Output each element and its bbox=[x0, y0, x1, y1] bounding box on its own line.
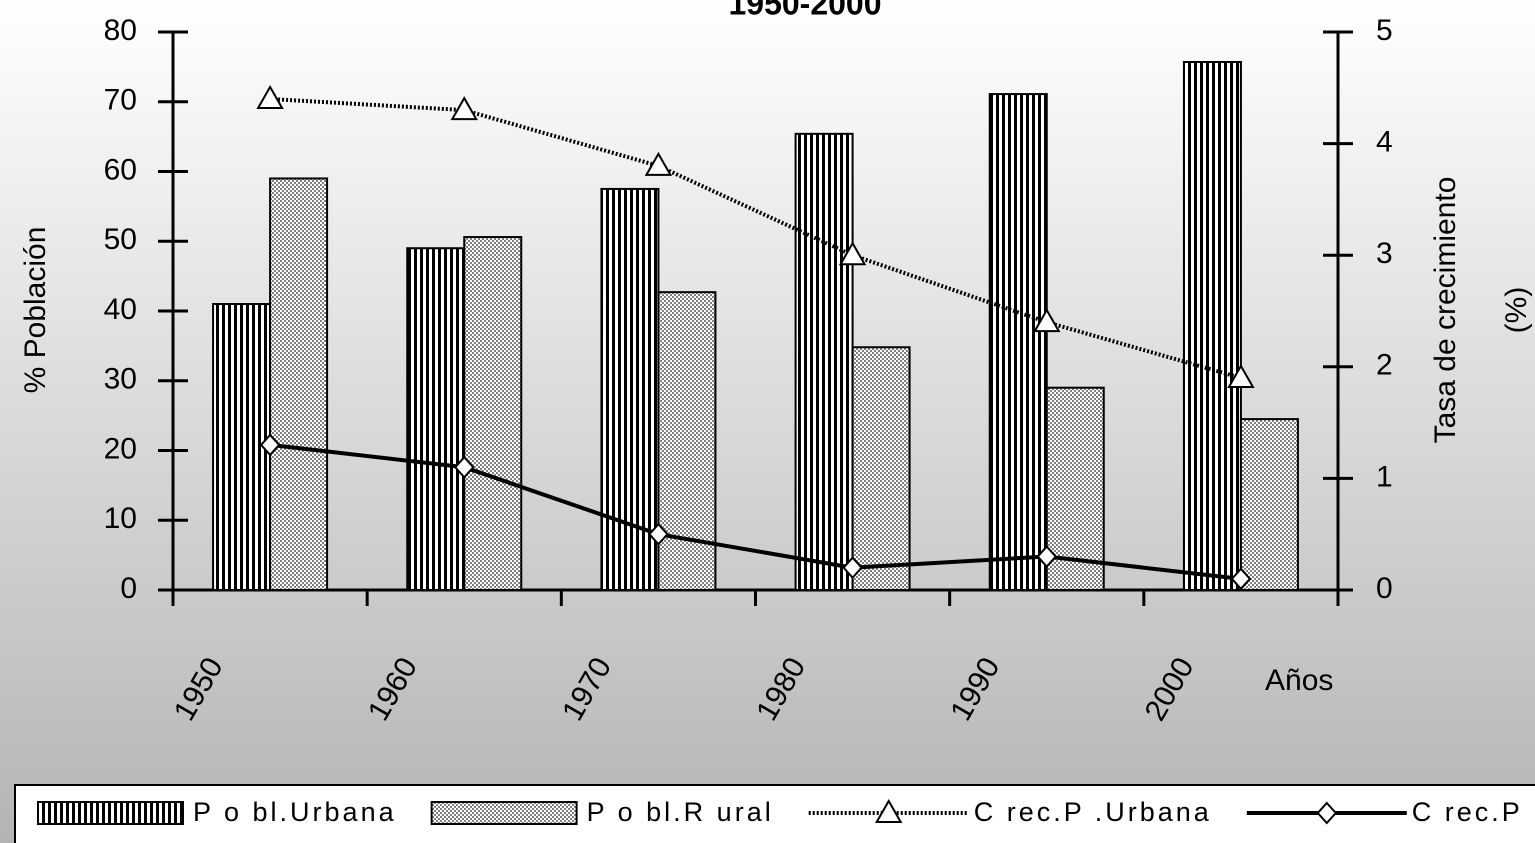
marker-triangle bbox=[838, 241, 867, 266]
marker-triangle bbox=[1227, 363, 1255, 388]
bar bbox=[657, 291, 717, 591]
legend-label: P o bl.R ural bbox=[587, 797, 774, 827]
marker-triangle bbox=[644, 151, 673, 176]
marker-triangle bbox=[256, 84, 284, 109]
bar bbox=[988, 93, 1048, 591]
bar bbox=[851, 346, 911, 591]
legend-swatch bbox=[37, 801, 184, 825]
bar bbox=[1239, 418, 1299, 591]
bar bbox=[794, 132, 854, 592]
bar bbox=[212, 303, 272, 591]
y-axis-label: % Población bbox=[19, 227, 52, 394]
x-axis-label: Años bbox=[1265, 664, 1333, 697]
marker-triangle bbox=[1033, 308, 1061, 333]
marker-diamond bbox=[842, 556, 863, 580]
legend-label: C rec.P .Urbana bbox=[974, 797, 1212, 827]
line bbox=[269, 442, 1242, 581]
chart-title: 1950-2000 bbox=[728, 0, 881, 21]
marker-triangle bbox=[874, 798, 903, 823]
y-tick-label: 10 bbox=[104, 502, 137, 535]
legend-label: C rec.P .R ur. bbox=[1412, 797, 1535, 827]
bar bbox=[463, 236, 523, 591]
marker-diamond bbox=[1230, 567, 1252, 591]
bar bbox=[406, 247, 466, 591]
y2-tick-label: 5 bbox=[1376, 14, 1393, 47]
y2-axis-label: (%) bbox=[1500, 287, 1533, 334]
legend-label: P o bl.Urbana bbox=[193, 797, 397, 827]
bar bbox=[1182, 60, 1242, 592]
marker-diamond bbox=[259, 433, 281, 457]
y-tick-label: 30 bbox=[104, 363, 137, 396]
legend-swatch bbox=[430, 801, 578, 825]
marker-diamond bbox=[1316, 801, 1338, 825]
y2-tick-label: 4 bbox=[1376, 126, 1393, 159]
y2-tick-label: 0 bbox=[1376, 572, 1393, 605]
marker-diamond bbox=[453, 455, 475, 479]
marker-triangle bbox=[450, 96, 478, 121]
y-tick-label: 50 bbox=[104, 223, 137, 256]
y-tick-label: 0 bbox=[120, 572, 137, 605]
line bbox=[269, 96, 1242, 380]
y-tick-label: 60 bbox=[104, 153, 137, 186]
bar bbox=[269, 177, 329, 591]
y2-tick-label: 2 bbox=[1376, 349, 1393, 382]
y-tick-label: 20 bbox=[104, 432, 137, 465]
y2-tick-label: 3 bbox=[1376, 237, 1393, 270]
y-tick-label: 40 bbox=[104, 293, 137, 326]
y-tick-label: 70 bbox=[104, 84, 137, 117]
y-tick-label: 80 bbox=[104, 14, 137, 47]
marker-diamond bbox=[1036, 545, 1058, 569]
marker-diamond bbox=[648, 522, 669, 546]
y2-axis-label: Tasa de crecimiento bbox=[1429, 177, 1462, 444]
y2-tick-label: 1 bbox=[1376, 460, 1393, 493]
